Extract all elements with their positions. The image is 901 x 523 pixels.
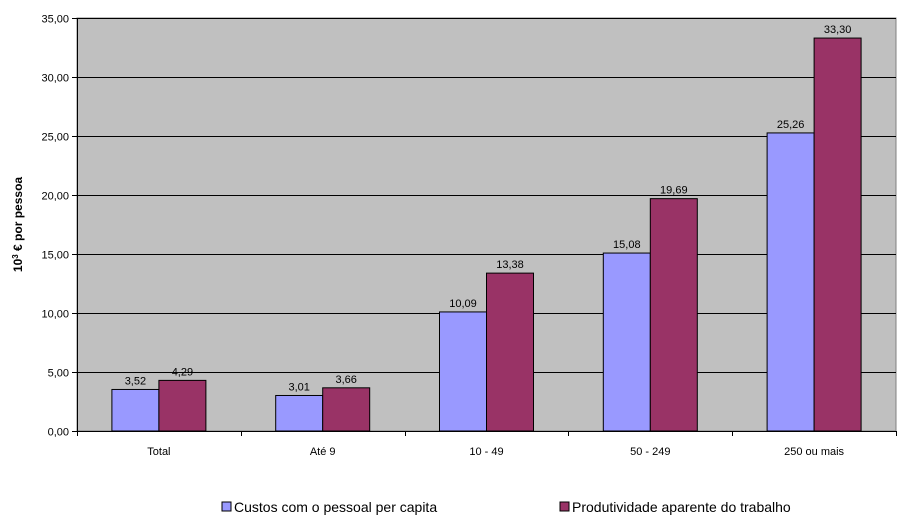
y-tick-label: 35,00 <box>41 14 69 26</box>
gridlines <box>77 18 896 373</box>
y-tick-label: 0,00 <box>48 427 69 439</box>
data-label: 3,66 <box>335 374 356 386</box>
y-tick-label: 30,00 <box>41 73 69 85</box>
data-label: 13,38 <box>496 259 524 271</box>
bar-custos <box>602 252 651 432</box>
y-tick-label: 25,00 <box>41 132 69 144</box>
y-tick-label: 10,00 <box>41 309 69 321</box>
y-tick-label: 5,00 <box>48 368 69 380</box>
bar-produtividade <box>158 379 207 432</box>
y-axis-title: 103 € por pessoa <box>11 177 26 273</box>
data-label: 25,26 <box>777 119 805 131</box>
bar-custos <box>766 132 815 432</box>
y-tick-label: 20,00 <box>41 191 69 203</box>
legend-label: Produtividade aparente do trabalho <box>572 499 791 515</box>
x-tick-label: Total <box>147 446 170 458</box>
data-label: 33,30 <box>824 24 852 36</box>
x-tick-label: 50 - 249 <box>630 446 670 458</box>
y-axis-title-base: 10 <box>11 258 25 272</box>
bar-custos <box>439 311 487 432</box>
legend: Custos com o pessoal per capita Produtivi… <box>221 499 791 515</box>
data-label: 15,08 <box>613 239 641 251</box>
data-label: 3,52 <box>125 375 146 387</box>
bars <box>111 37 862 432</box>
x-tick-label: Até 9 <box>310 446 336 458</box>
legend-label: Custos com o pessoal per capita <box>234 499 437 515</box>
y-axis-title-rest: € por pessoa <box>11 177 25 255</box>
bar-produtividade <box>486 272 534 432</box>
legend-swatch <box>221 501 232 512</box>
bar-produtividade <box>322 387 371 432</box>
bar-custos <box>111 388 160 432</box>
bar-produtividade <box>649 198 698 432</box>
axes: 0,00 5,00 10,00 15,00 20,00 25,00 30,00 35,00 To… <box>41 14 897 458</box>
data-label: 19,69 <box>660 185 688 197</box>
bar-produtividade <box>813 37 862 432</box>
data-label: 3,01 <box>288 381 309 393</box>
data-labels: 3,52 4,29 3,01 3,66 10,09 13,38 15,08 19,69 25,2… <box>125 24 852 393</box>
legend-swatch <box>559 501 570 512</box>
y-tick-label: 15,00 <box>41 250 69 262</box>
data-label: 10,09 <box>449 298 477 310</box>
bar-custos <box>275 394 324 432</box>
data-label: 4,29 <box>172 366 193 378</box>
x-tick-label: 250 ou mais <box>784 446 844 458</box>
x-tick-label: 10 - 49 <box>469 446 503 458</box>
y-axis-title-exponent: 3 <box>11 254 20 259</box>
